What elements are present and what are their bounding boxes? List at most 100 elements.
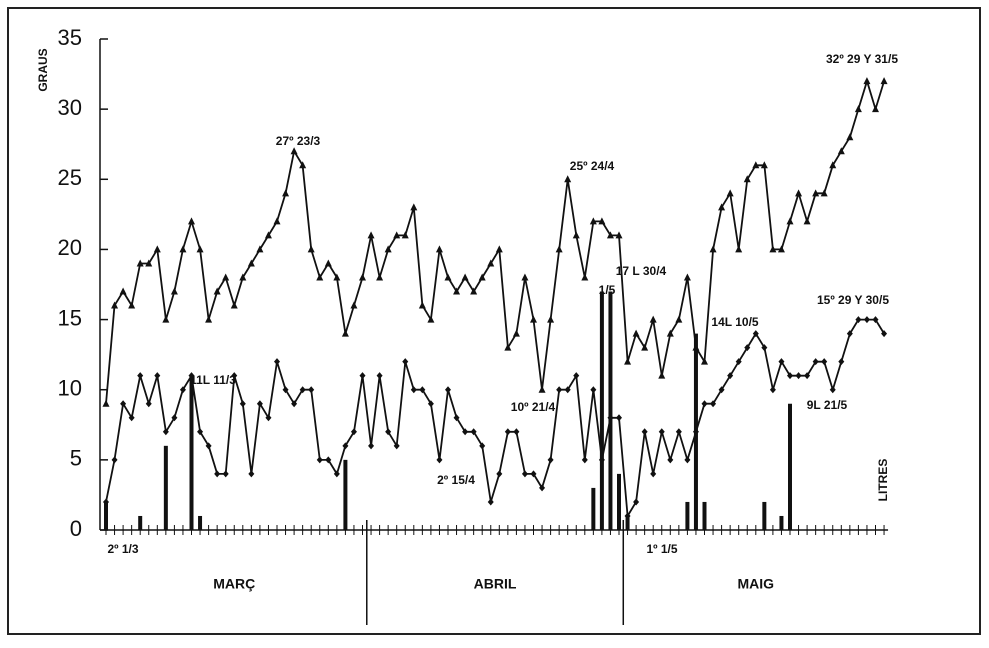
diamond-marker [556, 386, 563, 394]
diamond-marker [171, 414, 178, 422]
diamond-marker [410, 386, 417, 394]
triangle-marker [829, 161, 837, 169]
diamond-marker [479, 442, 486, 450]
y-tick-label: 5 [70, 446, 82, 471]
diamond-marker [539, 484, 546, 492]
rain-bar [104, 501, 108, 530]
diamond-marker [445, 386, 451, 394]
triangle-marker [538, 385, 546, 393]
triangle-marker [598, 217, 606, 225]
diamond-marker [291, 400, 298, 408]
triangle-marker [435, 245, 443, 253]
triangle-marker [581, 273, 589, 281]
triangle-marker [350, 301, 358, 309]
diamond-marker [179, 386, 186, 394]
rain-bar [343, 459, 348, 530]
diamond-marker [316, 456, 323, 464]
triangle-marker [795, 189, 803, 197]
annotation: 15º 29 Y 30/5 [817, 293, 889, 307]
diamond-marker [872, 316, 879, 324]
diamond-marker [710, 400, 717, 408]
triangle-marker [128, 301, 136, 309]
triangle-marker [769, 245, 777, 253]
triangle-marker [376, 273, 384, 281]
triangle-marker [521, 273, 529, 281]
y-tick-label: 0 [70, 516, 82, 541]
month-label: MAIG [738, 576, 775, 592]
diamond-marker [231, 372, 238, 380]
triangle-marker [153, 245, 161, 253]
rain-bar [198, 515, 203, 530]
rain-bar [599, 291, 604, 530]
triangle-marker [170, 287, 178, 295]
diamond-marker [701, 400, 708, 408]
diamond-marker [265, 414, 272, 422]
rain-bar [625, 515, 630, 530]
triangle-marker [256, 245, 264, 253]
diamond-marker [744, 344, 751, 352]
rain-bar [617, 473, 621, 530]
diamond-marker [214, 470, 221, 478]
triangle-marker [837, 147, 845, 155]
triangle-marker [384, 245, 392, 253]
diamond-marker [564, 386, 571, 394]
rain-bar [685, 501, 690, 530]
annotation: 14L 10/5 [711, 315, 758, 329]
rain-bar [591, 487, 596, 530]
triangle-marker [196, 245, 204, 253]
triangle-marker [290, 147, 298, 155]
diamond-marker [530, 470, 537, 478]
diamond-marker [590, 386, 597, 394]
diamond-marker [812, 358, 819, 366]
diamond-marker [453, 414, 460, 422]
diamond-marker [299, 386, 306, 394]
triangle-marker [273, 217, 281, 225]
triangle-marker [205, 315, 213, 323]
diamond-marker [393, 442, 400, 450]
triangle-marker [478, 273, 486, 281]
annotation: 10º 21/4 [511, 400, 556, 414]
triangle-marker [675, 315, 683, 323]
diamond-marker [650, 470, 657, 478]
month-label: MARÇ [213, 576, 255, 592]
diamond-marker [641, 428, 648, 436]
triangle-marker [555, 245, 563, 253]
triangle-marker [530, 315, 537, 323]
diamond-marker [616, 414, 622, 422]
triangle-marker [136, 259, 144, 267]
diamond-marker [282, 386, 289, 394]
triangle-marker [863, 77, 871, 85]
y-axis-label: GRAUS [36, 48, 50, 91]
diamond-marker [350, 428, 357, 436]
rain-bar [788, 403, 792, 530]
triangle-marker [222, 273, 230, 281]
triangle-marker [846, 133, 854, 141]
diamond-marker [462, 428, 469, 436]
diamond-marker [769, 386, 776, 394]
annotation: 2º 15/4 [437, 473, 475, 487]
diamond-marker [162, 428, 169, 436]
y-tick-label: 15 [58, 305, 82, 330]
rain-bar [779, 515, 784, 530]
triangle-marker [333, 273, 341, 281]
triangle-marker [401, 231, 409, 239]
triangle-marker [589, 217, 597, 225]
triangle-marker [564, 175, 572, 183]
triangle-marker [470, 287, 478, 295]
triangle-marker [461, 273, 469, 281]
y-tick-label: 35 [58, 25, 82, 50]
temp-line [105, 318, 885, 519]
triangle-marker [247, 259, 255, 267]
y-tick-label: 30 [58, 95, 82, 120]
diamond-marker [804, 372, 811, 380]
rain-bar [138, 515, 143, 530]
triangle-marker [709, 245, 717, 253]
triangle-marker [119, 287, 127, 295]
diamond-marker [504, 428, 511, 436]
diamond-marker [633, 498, 640, 506]
diamond-marker [239, 400, 246, 408]
triangle-marker [786, 217, 794, 225]
diamond-marker [761, 344, 768, 352]
diamond-marker [667, 456, 674, 464]
rain-bar [693, 333, 698, 530]
